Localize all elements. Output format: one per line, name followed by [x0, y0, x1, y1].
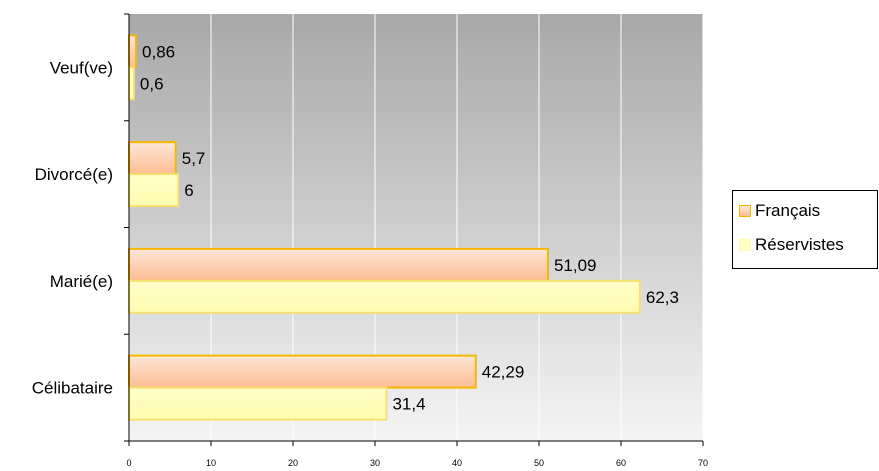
category-label-0: Célibataire: [32, 379, 113, 398]
legend-item-reservistes: Réservistes: [739, 235, 844, 255]
value-label-series1-cat1: 51,09: [554, 256, 597, 275]
legend: Français Réservistes: [732, 190, 878, 269]
category-label-3: Veuf(ve): [50, 58, 113, 77]
legend-swatch-reservistes: [739, 239, 751, 251]
legend-swatch-francais: [739, 205, 751, 217]
bar-series1-cat0: [128, 354, 477, 389]
x-tick-label-10: 10: [206, 458, 216, 468]
x-tick-label-70: 70: [698, 458, 708, 468]
bar-series2-cat0: [128, 386, 388, 421]
bar-series1-cat2: [128, 141, 177, 176]
category-label-1: Marié(e): [50, 272, 113, 291]
bar-series2-cat2: [128, 173, 180, 208]
x-tick-label-30: 30: [370, 458, 380, 468]
bars: [128, 34, 641, 421]
value-label-series2-cat0: 31,4: [392, 395, 425, 414]
category-label-2: Divorcé(e): [35, 165, 113, 184]
legend-label-francais: Français: [755, 201, 821, 220]
bar-series1-cat3: [128, 34, 138, 69]
value-label-series1-cat3: 0,86: [142, 42, 175, 61]
value-label-series2-cat3: 0,6: [140, 74, 164, 93]
value-label-series2-cat2: 6: [184, 181, 193, 200]
value-label-series1-cat0: 42,29: [482, 363, 525, 382]
x-tick-label-50: 50: [534, 458, 544, 468]
legend-item-francais: Français: [739, 201, 820, 221]
x-tick-label-40: 40: [452, 458, 462, 468]
bar-series1-cat1: [128, 247, 549, 282]
labels: 0 10 20 30 40 50 60 70 Célibataire 42,29 31,4 Marié…: [32, 42, 708, 468]
x-tick-label-20: 20: [288, 458, 298, 468]
x-tick-label-60: 60: [616, 458, 626, 468]
gridlines: [210, 14, 704, 441]
bar-series2-cat3: [128, 66, 135, 101]
legend-label-reservistes: Réservistes: [755, 235, 844, 254]
axes: [124, 13, 704, 446]
x-tick-label-0: 0: [126, 458, 131, 468]
bar-series2-cat1: [128, 279, 641, 314]
value-label-series2-cat1: 62,3: [646, 288, 679, 307]
value-label-series1-cat2: 5,7: [182, 149, 206, 168]
